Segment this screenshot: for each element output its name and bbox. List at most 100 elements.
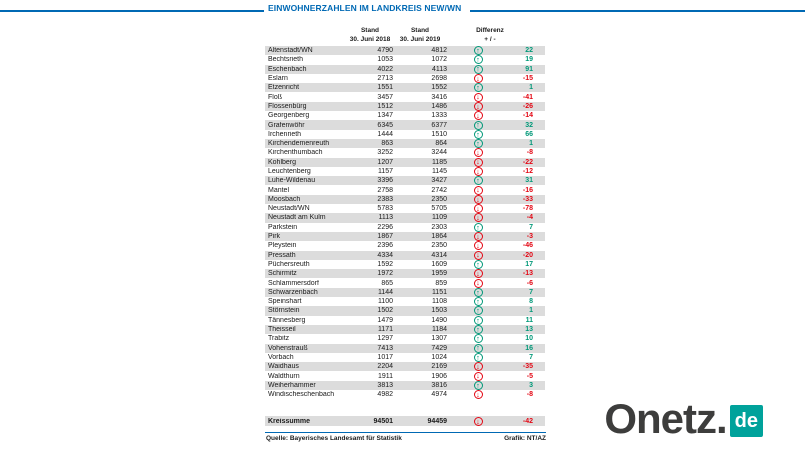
arrow-down-icon: ↓ bbox=[473, 111, 483, 121]
value-2019: 2742 bbox=[431, 186, 447, 194]
trend-cell: ↑ bbox=[463, 352, 493, 362]
difference-value: -22 bbox=[522, 158, 533, 166]
arrow-down-icon: ↓ bbox=[473, 101, 483, 111]
municipality-name: Neustadt/WN bbox=[268, 205, 310, 213]
trend-cell: ↓ bbox=[463, 250, 493, 260]
trend-cell: ↓ bbox=[463, 185, 493, 195]
table-row: Püchersreuth 1592 1609 ↑ 17 bbox=[265, 259, 545, 269]
trend-cell: ↓ bbox=[463, 278, 493, 288]
trend-cell: ↓ bbox=[463, 204, 493, 214]
municipality-name: Floß bbox=[268, 93, 282, 101]
value-2019: 2698 bbox=[431, 75, 447, 83]
trend-cell: ↑ bbox=[463, 343, 493, 353]
arrow-up-icon: ↑ bbox=[473, 287, 483, 297]
value-2019: 5705 bbox=[431, 205, 447, 213]
header-stand-2019: Stand 30. Juni 2019 bbox=[393, 27, 447, 44]
difference-value: -26 bbox=[522, 102, 533, 110]
value-2018: 1017 bbox=[377, 353, 393, 361]
table-row: Schwarzenbach 1144 1151 ↑ 7 bbox=[265, 287, 545, 298]
arrow-up-icon: ↑ bbox=[473, 259, 483, 269]
trend-cell: ↑ bbox=[463, 120, 493, 130]
arrow-up-icon: ↑ bbox=[473, 139, 483, 149]
footer-rule bbox=[265, 432, 546, 433]
arrow-down-icon: ↓ bbox=[473, 278, 483, 288]
trend-cell: ↓ bbox=[463, 371, 493, 381]
arrow-down-icon: ↓ bbox=[473, 362, 483, 372]
value-2019: 1552 bbox=[431, 84, 447, 92]
table-row: Bechtsrieth 1053 1072 ↑ 19 bbox=[265, 55, 545, 65]
municipality-name: Leuchtenberg bbox=[268, 168, 311, 175]
value-2019: 1151 bbox=[431, 288, 447, 296]
municipality-name: Neustadt am Kulm bbox=[268, 214, 326, 222]
difference-value: -8 bbox=[526, 149, 533, 157]
difference-value: 19 bbox=[525, 56, 533, 64]
arrow-up-icon: ↑ bbox=[473, 380, 483, 390]
value-2018: 865 bbox=[381, 279, 393, 287]
value-2019: 859 bbox=[435, 279, 447, 287]
municipality-name: Pirk bbox=[268, 233, 281, 241]
arrow-up-icon: ↑ bbox=[473, 352, 483, 362]
trend-cell: ↑ bbox=[463, 325, 493, 335]
value-2019: 1959 bbox=[431, 270, 447, 278]
value-2019: 3244 bbox=[431, 149, 447, 157]
value-2018: 3457 bbox=[377, 93, 393, 101]
arrow-up-icon: ↑ bbox=[473, 297, 483, 307]
table-row: Altenstadt/WN 4790 4812 ↑ 22 bbox=[265, 46, 545, 56]
table-row: Mantel 2758 2742 ↓ -16 bbox=[265, 185, 545, 195]
value-2019: 2303 bbox=[431, 223, 447, 231]
value-2019: 1109 bbox=[431, 214, 447, 222]
table-row: Trabitz 1297 1307 ↑ 10 bbox=[265, 334, 545, 344]
value-2019: 2350 bbox=[431, 195, 447, 203]
municipality-name: Irchenrieth bbox=[268, 130, 302, 138]
table-row: Parkstein 2296 2303 ↑ 7 bbox=[265, 222, 545, 232]
value-2018: 1100 bbox=[377, 298, 393, 306]
table-row: Waldthurn 1911 1906 ↓ -5 bbox=[265, 371, 545, 381]
table-row: Waidhaus 2204 2169 ↓ -35 bbox=[265, 362, 545, 372]
header-stand-2019-line1: Stand bbox=[410, 27, 430, 34]
difference-value: -14 bbox=[522, 112, 533, 120]
value-2019: 3816 bbox=[431, 381, 447, 389]
value-2018: 1867 bbox=[377, 233, 393, 241]
table-row: Kirchenthumbach 3252 3244 ↓ -8 bbox=[265, 148, 545, 158]
arrow-down-icon: ↓ bbox=[473, 157, 483, 167]
credit-note: Grafik: NT/AZ bbox=[504, 435, 546, 442]
municipality-name: Püchersreuth bbox=[268, 260, 310, 268]
table-row: Vorbach 1017 1024 ↑ 7 bbox=[265, 352, 545, 362]
municipality-name: Schwarzenbach bbox=[268, 288, 318, 296]
municipality-name: Flossenbürg bbox=[268, 102, 307, 110]
table-row: Neustadt am Kulm 1113 1109 ↓ -4 bbox=[265, 213, 545, 223]
value-2018: 6345 bbox=[377, 121, 393, 129]
trend-cell: ↑ bbox=[463, 306, 493, 316]
difference-value: -42 bbox=[522, 417, 533, 425]
difference-value: 31 bbox=[525, 177, 533, 185]
difference-value: 10 bbox=[525, 335, 533, 343]
header-stand-2019-line2: 30. Juni 2019 bbox=[399, 35, 441, 43]
difference-value: 16 bbox=[525, 344, 533, 352]
arrow-up-icon: ↑ bbox=[473, 315, 483, 325]
table-row: Pirk 1867 1864 ↓ -3 bbox=[265, 231, 545, 242]
header-differenz-line1: Differenz bbox=[476, 27, 504, 34]
difference-value: 1 bbox=[529, 307, 533, 315]
page-title: EINWOHNERZAHLEN IM LANDKREIS NEW/WN bbox=[264, 3, 471, 17]
arrow-up-icon: ↑ bbox=[473, 306, 483, 316]
table-row: Grafenwöhr 6345 6377 ↑ 32 bbox=[265, 120, 545, 130]
trend-cell: ↑ bbox=[463, 315, 493, 325]
trend-cell: ↑ bbox=[463, 129, 493, 139]
logo-tld-box: de bbox=[729, 405, 763, 437]
difference-value: 91 bbox=[525, 65, 533, 73]
value-2019: 1333 bbox=[431, 112, 447, 120]
value-2019: 1864 bbox=[431, 233, 447, 241]
value-2019: 1609 bbox=[431, 260, 447, 268]
value-2019: 6377 bbox=[431, 121, 447, 129]
arrow-up-icon: ↑ bbox=[473, 325, 483, 335]
table-row: Etzenricht 1551 1552 ↑ 1 bbox=[265, 83, 545, 93]
municipality-name: Waidhaus bbox=[268, 363, 299, 371]
municipality-name: Windischeschenbach bbox=[268, 391, 335, 399]
value-2018: 5783 bbox=[377, 205, 393, 213]
table-row: Tännesberg 1479 1490 ↑ 11 bbox=[265, 315, 545, 325]
value-2019: 4974 bbox=[431, 391, 447, 399]
value-2018: 1157 bbox=[377, 168, 393, 175]
value-2018: 1113 bbox=[378, 214, 393, 222]
table-row: Eschenbach 4022 4113 ↑ 91 bbox=[265, 64, 545, 74]
